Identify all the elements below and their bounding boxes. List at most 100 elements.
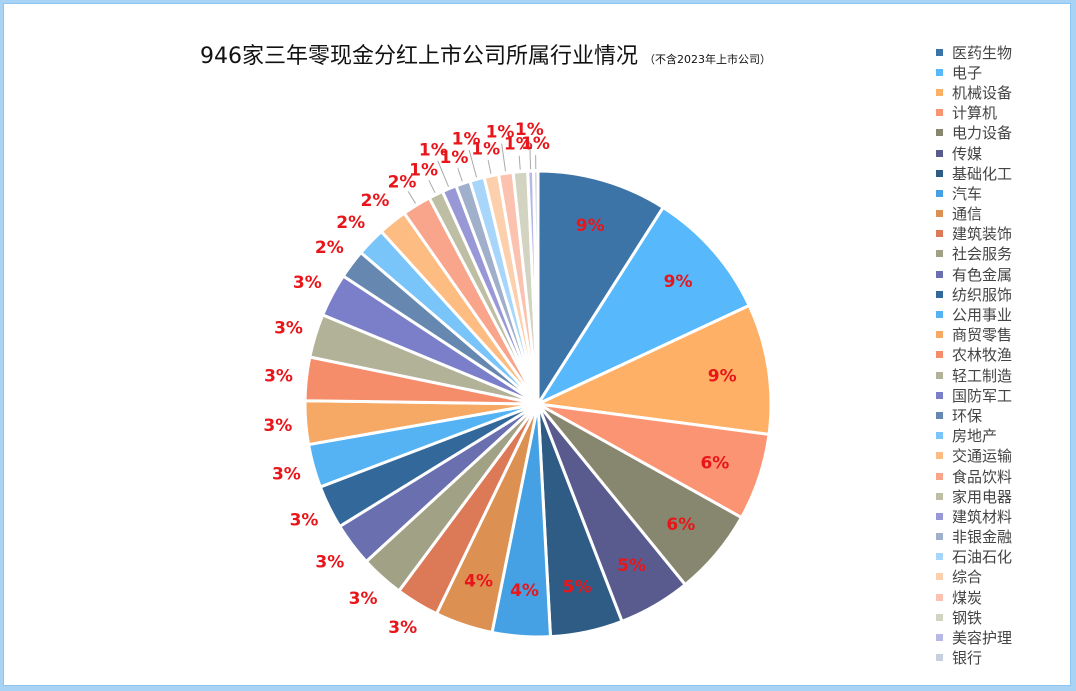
pie-slice [536, 169, 666, 410]
legend-swatch [936, 169, 943, 177]
legend-item: 公用事业 [936, 304, 1066, 324]
legend-swatch [936, 68, 943, 76]
legend-item: 石油石化 [936, 547, 1066, 567]
legend-swatch [936, 411, 943, 419]
legend-swatch [936, 553, 943, 561]
legend-item: 建筑材料 [936, 506, 1066, 526]
legend-label: 综合 [952, 568, 983, 587]
legend-swatch [936, 533, 943, 541]
leader-line [428, 179, 436, 193]
leader-line [501, 143, 507, 172]
legend-item: 计算机 [936, 103, 1066, 123]
legend-item: 基础化工 [936, 163, 1066, 183]
legend-item: 轻工制造 [936, 365, 1066, 385]
legend-item: 非银金融 [936, 527, 1066, 547]
legend-item: 家用电器 [936, 486, 1066, 506]
leader-line [518, 155, 521, 170]
legend-swatch [936, 593, 943, 601]
data-label: 1% [504, 135, 533, 155]
legend-swatch [936, 250, 943, 258]
legend-swatch [936, 391, 943, 399]
leader-line [529, 141, 532, 170]
legend-item: 房地产 [936, 426, 1066, 446]
legend-label: 煤炭 [952, 588, 983, 607]
legend-label: 电子 [952, 63, 983, 82]
legend-item: 环保 [936, 405, 1066, 425]
legend-label: 银行 [952, 649, 983, 668]
legend-label: 机械设备 [952, 83, 1013, 102]
legend-label: 房地产 [952, 427, 998, 446]
legend-label: 美容护理 [952, 629, 1013, 648]
data-label: 3% [293, 273, 322, 293]
data-label: 3% [388, 618, 417, 638]
legend-label: 医药生物 [952, 43, 1013, 62]
data-label: 1% [521, 134, 550, 154]
legend-swatch [936, 48, 943, 56]
legend-item: 煤炭 [936, 587, 1066, 607]
legend-item: 综合 [936, 567, 1066, 587]
legend-item: 电力设备 [936, 123, 1066, 143]
legend-label: 有色金属 [952, 265, 1013, 284]
legend-label: 电力设备 [952, 124, 1013, 143]
legend-item: 商贸零售 [936, 325, 1066, 345]
legend-item: 交通运输 [936, 446, 1066, 466]
legend-label: 汽车 [952, 184, 983, 203]
data-label: 6% [700, 454, 729, 474]
data-label: 3% [263, 416, 292, 436]
legend-swatch [936, 109, 943, 117]
legend-item: 农林牧渔 [936, 345, 1066, 365]
legend-item: 银行 [936, 648, 1066, 668]
legend-item: 电子 [936, 62, 1066, 82]
legend-swatch [936, 634, 943, 642]
legend-label: 商贸零售 [952, 326, 1013, 345]
data-label: 3% [290, 511, 319, 531]
data-label: 1% [452, 130, 481, 150]
legend-label: 传媒 [952, 144, 983, 163]
chart-title: 946家三年零现金分红上市公司所属行业情况 [200, 44, 638, 69]
legend-label: 石油石化 [952, 548, 1013, 567]
legend-item: 美容护理 [936, 627, 1066, 647]
legend-label: 公用事业 [952, 306, 1013, 325]
legend-item: 医药生物 [936, 42, 1066, 62]
legend-swatch [936, 432, 943, 440]
legend-swatch [936, 270, 943, 278]
legend-label: 交通运输 [952, 447, 1013, 466]
pie-slice [533, 205, 752, 408]
legend-swatch [936, 230, 943, 238]
chart-legend: 医药生物 电子 机械设备 计算机 电力设备 传媒 基础化工 汽车 通信 建筑装饰 社会服务 有色金属纺… [936, 42, 1066, 668]
legend-item: 机械设备 [936, 82, 1066, 102]
legend-swatch [936, 472, 943, 480]
data-label: 3% [349, 589, 378, 609]
data-label: 1% [515, 120, 544, 140]
legend-swatch [936, 512, 943, 520]
pie-slice [532, 169, 540, 405]
legend-label: 家用电器 [952, 487, 1013, 506]
pie-slice [532, 303, 773, 437]
leader-line [487, 159, 492, 174]
legend-item: 社会服务 [936, 244, 1066, 264]
legend-label: 计算机 [952, 104, 998, 123]
legend-swatch [936, 88, 943, 96]
data-label: 6% [666, 515, 695, 535]
legend-swatch [936, 331, 943, 339]
legend-label: 建筑材料 [952, 507, 1013, 526]
chart-subtitle: （不含2023年上市公司） [644, 53, 771, 66]
legend-item: 国防军工 [936, 385, 1066, 405]
data-label: 2% [388, 172, 417, 192]
chart-title-block: 946家三年零现金分红上市公司所属行业情况 （不含2023年上市公司） [200, 38, 920, 70]
data-label: 3% [264, 367, 293, 387]
legend-item: 钢铁 [936, 607, 1066, 627]
legend-swatch [936, 492, 943, 500]
data-label: 9% [708, 367, 737, 387]
legend-swatch [936, 290, 943, 298]
legend-label: 建筑装饰 [952, 225, 1013, 244]
data-label: 1% [419, 141, 448, 161]
leader-line [437, 160, 449, 187]
legend-swatch [936, 613, 943, 621]
legend-swatch [936, 149, 943, 157]
legend-label: 纺织服饰 [952, 285, 1013, 304]
legend-label: 食品饮料 [952, 467, 1013, 486]
data-label: 5% [563, 577, 592, 597]
leader-line [407, 191, 416, 204]
data-label: 1% [409, 160, 438, 180]
